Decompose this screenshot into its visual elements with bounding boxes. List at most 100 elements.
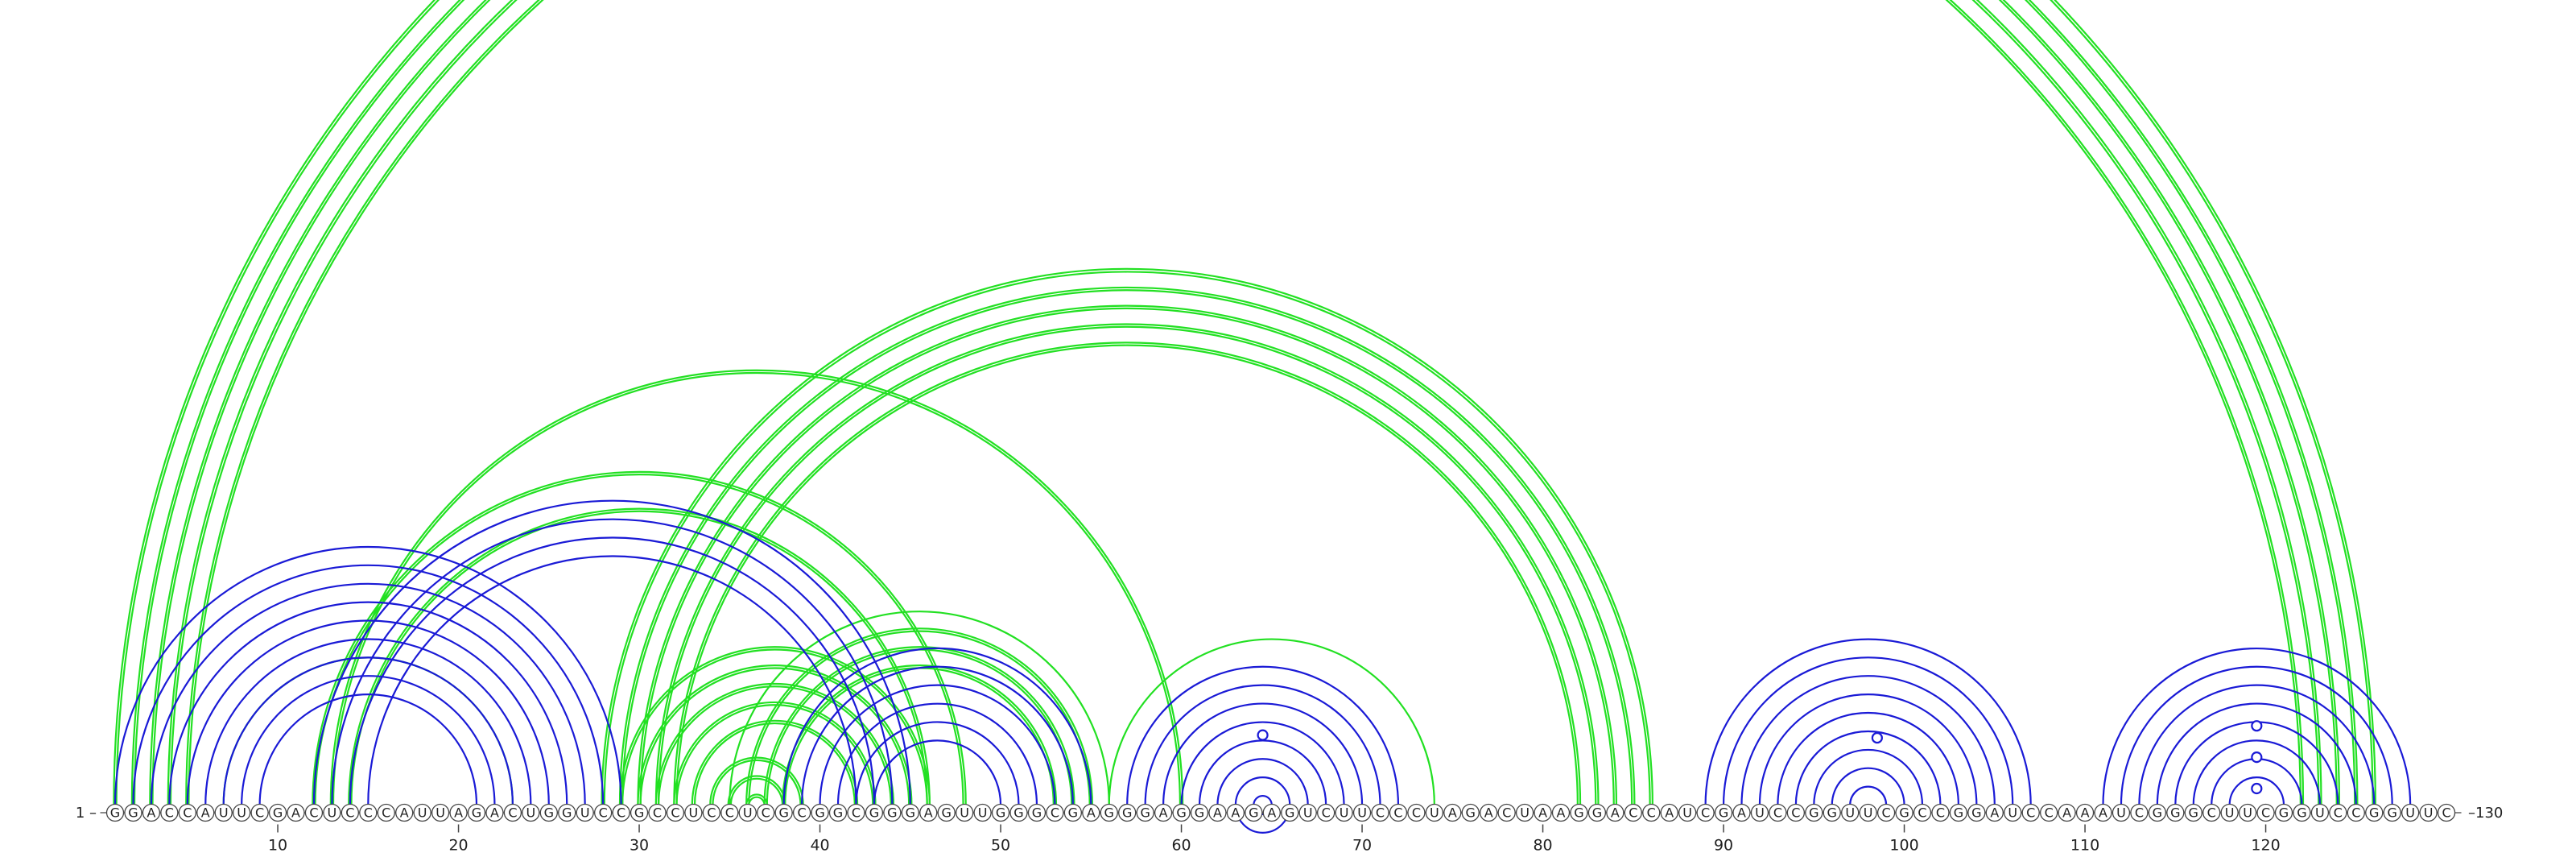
- nucleotide-62: A: [1208, 803, 1227, 822]
- nucleotide-letter: A: [924, 805, 933, 821]
- nucleotide-circle: [1931, 803, 1950, 822]
- nucleotide-circle: [1497, 803, 1516, 822]
- blue-base-pair-arc-38-55: [782, 647, 1092, 805]
- nucleotide-98: U: [1859, 803, 1877, 822]
- nucleotide-letter: A: [1538, 805, 1547, 821]
- nucleotide-circle: [503, 803, 522, 822]
- blue-base-pair-arc-58-71: [1144, 684, 1381, 805]
- nucleotide-113: C: [2130, 803, 2149, 822]
- tick-label-30: 30: [630, 837, 649, 855]
- blue-base-pair-arc-60-69: [1180, 721, 1345, 805]
- nucleotide-122: G: [2293, 803, 2311, 822]
- nucleotide-letter: U: [1303, 805, 1313, 821]
- tick-label-60: 60: [1171, 837, 1191, 855]
- nucleotide-circle: [1534, 803, 1552, 822]
- nucleotide-circle: [1425, 803, 1443, 822]
- nucleotide-circle: [1046, 803, 1064, 822]
- nucleotide-28: C: [594, 803, 613, 822]
- nucleotide-4: C: [160, 803, 179, 822]
- nucleotide-129: U: [2419, 803, 2438, 822]
- nucleotide-circle: [576, 803, 594, 822]
- nucleotide-circle: [738, 803, 757, 822]
- nucleotide-circle: [2329, 803, 2347, 822]
- nucleotide-circle: [757, 803, 775, 822]
- green-base-pair-arc-32-82-strand-1: [673, 342, 1582, 805]
- blue-base-pair-arc-39-54: [801, 665, 1074, 805]
- nucleotide-106: U: [2004, 803, 2022, 822]
- green-base-pair-arc-35-38-strand-2: [729, 777, 784, 805]
- nucleotide-circle: [2094, 803, 2112, 822]
- nucleotide-letter: C: [707, 805, 716, 821]
- nucleotide-letter: A: [400, 805, 409, 821]
- blue-base-pair-arc-12-45: [312, 499, 911, 805]
- nucleotide-letter: G: [1809, 805, 1818, 821]
- nucleotide-circle: [268, 803, 287, 822]
- green-base-pair-arc-29-85-strand-1: [618, 286, 1636, 805]
- tick-label-80: 80: [1533, 837, 1552, 855]
- nucleotide-letter: C: [2045, 805, 2054, 821]
- nucleotide-94: C: [1786, 803, 1806, 822]
- nucleotide-70: U: [1352, 803, 1372, 822]
- tick-label-40: 40: [810, 837, 829, 855]
- nucleotide-letter: G: [1176, 805, 1186, 821]
- nucleotide-circle: [2004, 803, 2022, 822]
- nucleotide-78: C: [1497, 803, 1516, 822]
- nucleotide-letter: G: [941, 805, 951, 821]
- nucleotide-letter: U: [1864, 805, 1873, 821]
- loop-marker-2: [1871, 731, 1883, 744]
- nucleotide-circle: [1624, 803, 1642, 822]
- nucleotide-54: G: [1063, 803, 1082, 822]
- nucleotide-29: C: [612, 803, 630, 822]
- nucleotide-letter: C: [1882, 805, 1891, 821]
- nucleotide-88: U: [1678, 803, 1697, 822]
- nucleotide-letter: A: [2062, 805, 2071, 821]
- nucleotide-22: A: [485, 803, 504, 822]
- nucleotide-letter: A: [2081, 805, 2090, 821]
- nucleotide-circle: [1352, 803, 1372, 822]
- nucleotide-circle: [1480, 803, 1498, 822]
- nucleotide-13: U: [323, 803, 341, 822]
- nucleotide-120: C: [2256, 803, 2275, 822]
- nucleotide-circle: [612, 803, 630, 822]
- nucleotide-11: A: [287, 803, 305, 822]
- nucleotide-letter: G: [2297, 805, 2306, 821]
- nucleotide-letter: A: [454, 805, 463, 821]
- green-base-pair-arc-30-45-strand-1: [637, 664, 913, 805]
- green-base-pair-arc-3-124-strand-1: [149, 0, 2341, 805]
- loop-marker-3: [2251, 720, 2263, 732]
- nucleotide-letter: C: [2135, 805, 2144, 821]
- nucleotide-10: G: [268, 803, 287, 822]
- nucleotide-130: C: [2437, 803, 2456, 822]
- green-base-pair-arc-34-39-strand-1: [709, 756, 804, 805]
- tick-label-110: 110: [2070, 837, 2099, 855]
- nucleotide-circle: [937, 803, 956, 822]
- nucleotide-letter: A: [1611, 805, 1620, 821]
- nucleotide-letter: C: [2351, 805, 2360, 821]
- nucleotide-circle: [2166, 803, 2185, 822]
- nucleotide-3: A: [142, 803, 161, 822]
- nucleotide-letter: G: [110, 805, 120, 821]
- nucleotide-letter: U: [743, 805, 753, 821]
- nucleotide-127: G: [2383, 803, 2401, 822]
- nucleotide-circle: [304, 803, 324, 822]
- nucleotide-circle: [287, 803, 305, 822]
- nucleotide-circle: [630, 803, 649, 822]
- nucleotide-letter: C: [725, 805, 734, 821]
- nucleotide-53: C: [1046, 803, 1064, 822]
- nucleotide-32: C: [666, 803, 685, 822]
- nucleotide-circle: [1895, 803, 1913, 822]
- nucleotide-circle: [2347, 803, 2365, 822]
- nucleotide-52: G: [1027, 803, 1046, 822]
- green-base-pair-arc-14-46-strand-1: [348, 507, 931, 805]
- nucleotide-circle: [1389, 803, 1408, 822]
- nucleotide-letter: G: [128, 805, 138, 821]
- nucleotide-letter: U: [1357, 805, 1367, 821]
- nucleotide-letter: G: [1285, 805, 1294, 821]
- nucleotide-27: U: [576, 803, 594, 822]
- nucleotide-letter: G: [2369, 805, 2379, 821]
- green-base-pair-arc-36-55-strand-1: [745, 627, 1093, 805]
- nucleotide-letter: U: [2008, 805, 2017, 821]
- nucleotide-circle: [1226, 803, 1245, 822]
- nucleotide-circle: [1515, 803, 1534, 822]
- blue-base-pair-arc-96-100: [1831, 767, 1905, 805]
